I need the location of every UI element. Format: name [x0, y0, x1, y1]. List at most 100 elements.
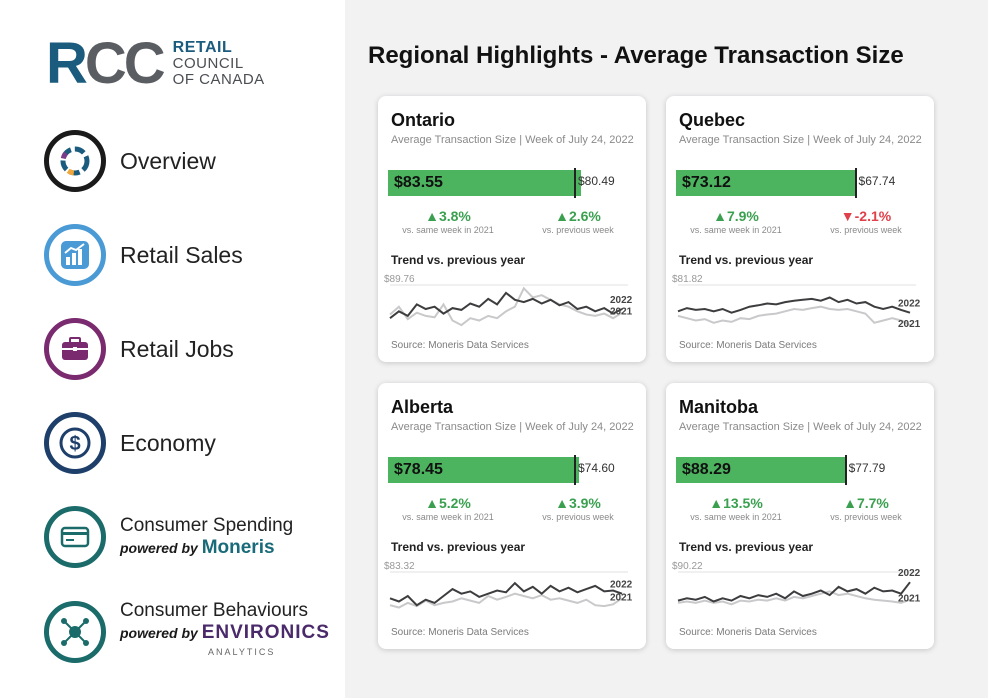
nav-consumer-behaviours-text: Consumer Behaviours powered by ENVIRONIC…	[120, 600, 330, 663]
current-value: $78.45	[394, 461, 443, 478]
stat-vs-2021-value: ▲7.9%	[713, 208, 759, 224]
nav-overview[interactable]: Overview	[44, 130, 216, 192]
sidebar: RCC RETAIL COUNCIL OF CANADA Overview	[0, 0, 345, 698]
legend-2022-label: 2022	[898, 299, 921, 310]
nav-consumer-behaviours-label: Consumer Behaviours	[120, 600, 308, 621]
stat-vs-previous-week-label: vs. previous week	[830, 512, 902, 522]
series-2021-line	[389, 592, 623, 609]
trend-title: Trend vs. previous year	[391, 253, 526, 267]
logo-r: R	[46, 31, 88, 96]
previous-value: $77.79	[848, 461, 886, 475]
stat-vs-previous-week: ▲2.6% vs. previous week	[518, 208, 638, 235]
logo-text: RETAIL COUNCIL OF CANADA	[173, 40, 265, 88]
legend-2021-label: 2021	[610, 592, 633, 603]
powered-by-moneris: powered by Moneris	[120, 537, 293, 559]
previous-value: $67.74	[858, 174, 896, 188]
retail-sales-icon	[44, 224, 106, 286]
logo-cc: CC	[84, 31, 166, 96]
series-2021-line	[677, 305, 911, 326]
stat-vs-2021-label: vs. same week in 2021	[402, 225, 494, 235]
environics-logo: ENVIRONICS	[201, 622, 330, 643]
nav-economy-label: Economy	[120, 429, 216, 456]
legend-2022-label: 2022	[610, 295, 633, 306]
powered-by-label: powered by	[120, 540, 198, 556]
legend-2021-label: 2021	[610, 307, 633, 318]
logo-line-1: RETAIL	[172, 39, 233, 56]
stat-vs-previous-week-value: ▲2.6%	[555, 208, 601, 224]
transaction-bar: $78.45 $74.60	[388, 455, 636, 485]
trend-max-label: $83.32	[384, 561, 415, 572]
nav-retail-jobs[interactable]: Retail Jobs	[44, 318, 234, 380]
stat-vs-2021-value: ▲13.5%	[709, 495, 763, 511]
nav-consumer-behaviours[interactable]: Consumer Behaviours powered by ENVIRONIC…	[44, 600, 330, 663]
previous-week-marker	[574, 455, 576, 485]
legend-2022-label: 2022	[898, 568, 921, 579]
network-icon	[44, 600, 106, 663]
nav-retail-sales-label: Retail Sales	[120, 241, 243, 268]
current-value: $73.12	[682, 174, 731, 191]
region-card-quebec[interactable]: Quebec Average Transaction Size | Week of…	[666, 96, 934, 362]
powered-by-environics: powered by ENVIRONICS	[120, 622, 330, 644]
data-source: Source: Moneris Data Services	[679, 627, 817, 638]
transaction-bar-fill	[676, 457, 845, 483]
nav-overview-label: Overview	[120, 147, 216, 174]
region-card-alberta[interactable]: Alberta Average Transaction Size | Week o…	[378, 383, 646, 649]
environics-analytics-label: ANALYTICS	[208, 647, 276, 657]
previous-value: $80.49	[578, 174, 615, 188]
rcc-logo[interactable]: RCC RETAIL COUNCIL OF CANADA	[46, 35, 265, 93]
overview-icon	[44, 130, 106, 192]
stat-vs-2021-value: ▲3.8%	[425, 208, 471, 224]
region-subtitle: Average Transaction Size | Week of July …	[391, 421, 634, 433]
trend-max-label: $89.76	[384, 274, 415, 285]
nav-consumer-spending[interactable]: Consumer Spending powered by Moneris	[44, 506, 293, 568]
nav-economy[interactable]: $ Economy	[44, 412, 216, 474]
stat-vs-previous-week: ▲3.9% vs. previous week	[518, 495, 638, 522]
stat-vs-2021-label: vs. same week in 2021	[402, 512, 494, 522]
stat-vs-2021-value: ▲5.2%	[425, 495, 471, 511]
region-subtitle: Average Transaction Size | Week of July …	[679, 421, 922, 433]
credit-card-icon	[44, 506, 106, 568]
region-name: Manitoba	[679, 397, 758, 417]
region-name: Alberta	[391, 397, 454, 417]
data-source: Source: Moneris Data Services	[391, 627, 529, 638]
stat-vs-previous-week-value: ▲7.7%	[843, 495, 889, 511]
stat-vs-2021: ▲5.2% vs. same week in 2021	[388, 495, 508, 522]
series-2022-line	[677, 581, 911, 603]
region-card-ontario[interactable]: Ontario Average Transaction Size | Week o…	[378, 96, 646, 362]
stat-vs-2021: ▲3.8% vs. same week in 2021	[388, 208, 508, 235]
stat-vs-previous-week: ▼-2.1% vs. previous week	[806, 208, 926, 235]
stat-vs-2021-label: vs. same week in 2021	[690, 225, 782, 235]
current-value: $88.29	[682, 461, 731, 478]
transaction-bar-fill	[388, 457, 579, 483]
nav-retail-sales[interactable]: Retail Sales	[44, 224, 243, 286]
trend-max-label: $81.82	[672, 274, 703, 285]
briefcase-icon	[44, 318, 106, 380]
current-value: $83.55	[394, 174, 443, 191]
previous-week-marker	[574, 168, 576, 198]
stat-vs-2021: ▲13.5% vs. same week in 2021	[676, 495, 796, 522]
legend-2022-label: 2022	[610, 580, 633, 591]
nav-retail-jobs-label: Retail Jobs	[120, 335, 234, 362]
series-2021-line	[677, 590, 911, 606]
trend-title: Trend vs. previous year	[679, 253, 814, 267]
previous-week-marker	[854, 168, 857, 198]
region-name: Ontario	[391, 110, 456, 130]
transaction-bar: $83.55 $80.49	[388, 168, 636, 198]
stat-vs-previous-week-value: ▼-2.1%	[840, 208, 892, 224]
region-card-manitoba[interactable]: Manitoba Average Transaction Size | Week …	[666, 383, 934, 649]
stat-vs-previous-week-label: vs. previous week	[542, 512, 614, 522]
previous-value: $74.60	[578, 461, 615, 475]
series-2022-line	[389, 291, 623, 319]
trend-title: Trend vs. previous year	[391, 540, 526, 554]
page-title: Regional Highlights - Average Transactio…	[368, 42, 904, 69]
region-subtitle: Average Transaction Size | Week of July …	[679, 134, 922, 146]
series-2022-line	[389, 581, 623, 607]
data-source: Source: Moneris Data Services	[679, 340, 817, 351]
nav-consumer-spending-text: Consumer Spending powered by Moneris	[120, 515, 293, 559]
svg-text:$: $	[69, 433, 80, 455]
stat-vs-2021-label: vs. same week in 2021	[690, 512, 782, 522]
trend-chart: $81.82 2022 2021	[672, 274, 921, 330]
legend-2021-label: 2021	[898, 319, 921, 330]
data-source: Source: Moneris Data Services	[391, 340, 529, 351]
